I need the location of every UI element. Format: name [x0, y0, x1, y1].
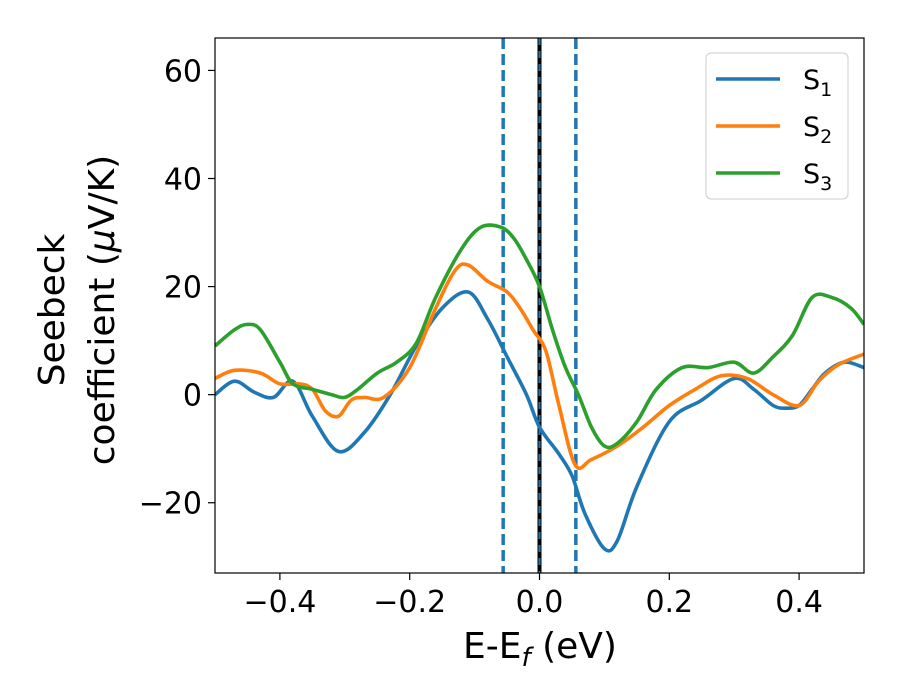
- y-axis-label-suffix: V/K): [82, 155, 123, 229]
- y-axis-label-line2: coefficient (μV/K): [82, 155, 123, 465]
- legend-label-s3: S3: [803, 159, 832, 195]
- reference-lines: [501, 38, 578, 573]
- y-axis-label: Seebeck coefficient (μV/K): [32, 155, 123, 465]
- y-axis-label-line1: Seebeck: [32, 233, 73, 386]
- x-tick-label: 0.0: [516, 585, 564, 620]
- y-axis-label-mu: μ: [82, 229, 123, 253]
- y-tick-label: 40: [164, 163, 202, 198]
- legend-label-s2: S2: [803, 112, 832, 148]
- x-axis-label: E-Ef (eV): [463, 626, 617, 673]
- x-axis-label-main: E-E: [463, 626, 521, 667]
- legend-label-s1: S1: [803, 65, 832, 101]
- series-line-s3: [215, 223, 864, 450]
- y-axis-label-prefix: coefficient (: [82, 252, 123, 465]
- y-tick-label: −20: [139, 487, 202, 522]
- x-tick-label: 0.2: [645, 585, 693, 620]
- legend: S1 S2 S3: [705, 52, 849, 200]
- y-tick-label: 0: [183, 379, 202, 414]
- x-tick-label: 0.4: [775, 585, 823, 620]
- x-tick-label: −0.2: [373, 585, 446, 620]
- series-line-s1: [215, 290, 864, 553]
- x-axis: −0.4 −0.2 0.0 0.2 0.4: [243, 573, 823, 620]
- y-tick-label: 20: [164, 271, 202, 306]
- x-axis-label-unit: (eV): [531, 626, 617, 667]
- x-tick-label: −0.4: [243, 585, 316, 620]
- series-line-s2: [215, 262, 864, 471]
- series-lines: [215, 223, 864, 553]
- y-axis: −20 0 20 40 60: [139, 54, 215, 522]
- y-tick-label: 60: [164, 54, 202, 89]
